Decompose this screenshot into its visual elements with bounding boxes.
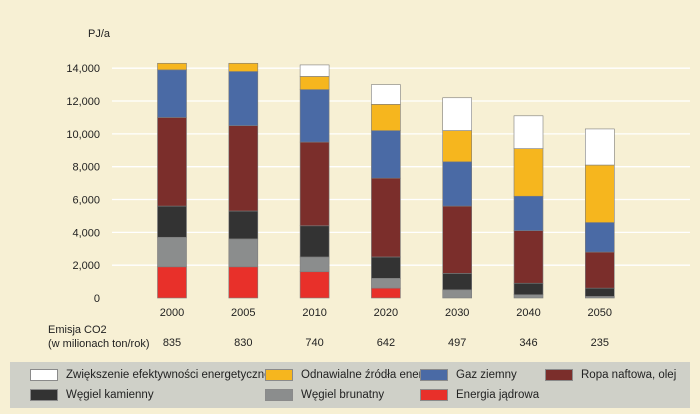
legend-label-gas: Gaz ziemny bbox=[456, 369, 517, 381]
bar-segment-gas bbox=[584, 222, 615, 253]
bar-segment-gas bbox=[157, 69, 187, 118]
legend-label-oil: Ropa naftowa, olej bbox=[581, 369, 677, 381]
bar-segment-oil bbox=[299, 141, 330, 227]
legend-swatch-gas bbox=[420, 369, 448, 381]
emission-value: 235 bbox=[591, 337, 609, 349]
bar-segment-gas bbox=[513, 195, 544, 232]
bar-segment-efficiency bbox=[513, 115, 544, 149]
emission-value: 346 bbox=[519, 337, 537, 349]
legend-swatch-renewables bbox=[265, 369, 293, 381]
x-tick-label: 2040 bbox=[516, 307, 540, 319]
legend-label-hard-coal: Węgiel kamienny bbox=[66, 389, 154, 401]
legend-item-hard-coal: Węgiel kamienny bbox=[30, 389, 154, 401]
x-tick-label: 2020 bbox=[374, 307, 398, 319]
bar-segment-gas bbox=[299, 89, 330, 143]
legend-label-lignite: Węgiel brunatny bbox=[301, 389, 385, 401]
legend-item-renewables: Odnawialne źródła energii bbox=[265, 369, 434, 381]
bar-segment-hard_coal bbox=[157, 205, 187, 238]
y-tick-label: 6,000 bbox=[72, 195, 100, 207]
chart-legend: Zwiększenie efektywności energetycznej O… bbox=[10, 362, 690, 408]
legend-swatch-lignite bbox=[265, 389, 293, 401]
bar-segment-lignite bbox=[442, 289, 473, 299]
y-tick-label: 14,000 bbox=[66, 63, 100, 75]
bar-segment-renewables bbox=[299, 76, 330, 90]
bar-segment-renewables bbox=[442, 130, 473, 163]
emission-value: 835 bbox=[163, 337, 181, 349]
y-tick-label: 4,000 bbox=[72, 227, 100, 239]
bar-segment-hard_coal bbox=[513, 282, 544, 296]
bar-segment-oil bbox=[228, 125, 259, 212]
bar-segment-renewables bbox=[157, 62, 187, 71]
emission-value: 497 bbox=[448, 337, 466, 349]
x-tick-label: 2050 bbox=[588, 307, 612, 319]
emission-value: 740 bbox=[305, 337, 323, 349]
y-axis-unit-label: PJ/a bbox=[88, 28, 111, 40]
emission-value: 642 bbox=[377, 337, 395, 349]
bar-segment-nuclear bbox=[371, 287, 401, 299]
legend-label-efficiency: Zwiększenie efektywności energetycznej bbox=[66, 369, 274, 381]
y-tick-label: 0 bbox=[94, 293, 100, 305]
bar-segment-lignite bbox=[157, 236, 187, 268]
bar-segment-renewables bbox=[513, 148, 544, 197]
bar-segment-nuclear bbox=[299, 271, 330, 299]
emission-value: 830 bbox=[234, 337, 252, 349]
legend-item-gas: Gaz ziemny bbox=[420, 369, 517, 381]
x-tick-label: 2030 bbox=[445, 307, 469, 319]
x-tick-label: 2000 bbox=[160, 307, 184, 319]
legend-swatch-hard-coal bbox=[30, 389, 58, 401]
bar-segment-gas bbox=[371, 130, 401, 179]
legend-item-oil: Ropa naftowa, olej bbox=[545, 369, 676, 381]
bar-segment-renewables bbox=[584, 164, 615, 223]
bar-segment-oil bbox=[371, 177, 401, 258]
x-tick-label: 2010 bbox=[302, 307, 326, 319]
stacked-bar-chart: PJ/a 0 2,000 4,000 6,000 8,000 10,000 12,000 14,… bbox=[48, 28, 690, 350]
y-tick-label: 12,000 bbox=[66, 96, 100, 108]
bar-segment-lignite bbox=[228, 238, 259, 268]
bar-segment-lignite bbox=[299, 256, 330, 273]
x-tick-label: 2005 bbox=[231, 307, 255, 319]
bar-segment-hard_coal bbox=[371, 256, 401, 279]
bar-segment-lignite bbox=[371, 278, 401, 289]
legend-swatch-nuclear bbox=[420, 389, 448, 401]
bar-segment-oil bbox=[584, 251, 615, 289]
bar-segment-oil bbox=[157, 117, 187, 207]
bar-segment-hard_coal bbox=[442, 273, 473, 291]
legend-item-efficiency: Zwiększenie efektywności energetycznej bbox=[30, 369, 273, 381]
emission-label-line1: Emisja CO2 bbox=[48, 324, 107, 336]
bar-segment-hard_coal bbox=[584, 287, 615, 297]
legend-swatch-oil bbox=[545, 369, 573, 381]
bar-segment-oil bbox=[442, 205, 473, 274]
bar-segment-efficiency bbox=[299, 64, 330, 77]
bar-segment-gas bbox=[442, 161, 473, 207]
bar-segment-nuclear bbox=[157, 266, 187, 299]
bar-segment-lignite bbox=[513, 294, 544, 299]
legend-label-nuclear: Energia jądrowa bbox=[456, 389, 540, 401]
y-tick-label: 8,000 bbox=[72, 162, 100, 174]
bar-segment-efficiency bbox=[371, 84, 401, 105]
legend-item-nuclear: Energia jądrowa bbox=[420, 389, 539, 401]
bar-segment-hard_coal bbox=[299, 225, 330, 258]
legend-swatch-efficiency bbox=[30, 369, 58, 381]
bar-segment-nuclear bbox=[228, 266, 259, 299]
bar-segment-oil bbox=[513, 230, 544, 284]
bar-segment-renewables bbox=[228, 62, 259, 72]
emission-label-line2: (w milionach ton/rok) bbox=[48, 338, 149, 350]
bar-segment-renewables bbox=[371, 104, 401, 131]
bar-segment-gas bbox=[228, 71, 259, 126]
y-tick-label: 10,000 bbox=[66, 129, 100, 141]
legend-label-renewables: Odnawialne źródła energii bbox=[301, 369, 434, 381]
y-tick-label: 2,000 bbox=[72, 260, 100, 272]
bar-segment-efficiency bbox=[584, 128, 615, 166]
bar-segment-hard_coal bbox=[228, 210, 259, 240]
bar-segment-efficiency bbox=[442, 97, 473, 131]
legend-item-lignite: Węgiel brunatny bbox=[265, 389, 384, 401]
